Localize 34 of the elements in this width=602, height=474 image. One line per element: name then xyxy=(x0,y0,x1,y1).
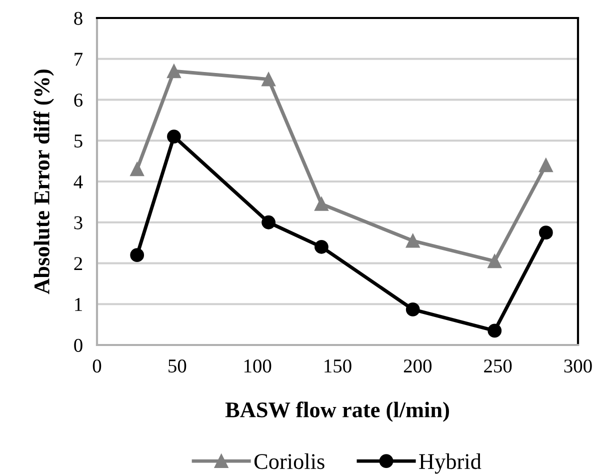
point xyxy=(488,254,502,268)
x-tick-label: 100 xyxy=(244,359,272,373)
point xyxy=(314,240,328,254)
point xyxy=(406,234,420,248)
point xyxy=(538,158,553,172)
point xyxy=(488,324,502,338)
x-tick-label: 200 xyxy=(404,359,432,373)
x-tick-label: 50 xyxy=(168,359,186,373)
point xyxy=(262,72,276,86)
legend-label: Coriolis xyxy=(254,453,324,470)
point xyxy=(167,130,181,144)
x-tick-label: 150 xyxy=(324,359,352,373)
point xyxy=(262,215,276,230)
x-tick-label: 250 xyxy=(484,359,512,373)
y-tick-label: 6 xyxy=(74,94,83,107)
point xyxy=(538,226,553,240)
y-tick-label: 1 xyxy=(75,298,82,311)
point xyxy=(314,197,328,211)
point xyxy=(406,302,420,316)
y-tick-label: 0 xyxy=(74,338,82,352)
point xyxy=(167,64,181,78)
point xyxy=(130,162,144,176)
y-tick-label: 4 xyxy=(74,175,83,188)
point xyxy=(130,248,144,262)
y-tick-label: 5 xyxy=(74,134,82,148)
y-axis-title: Absolute Error diff (%) xyxy=(34,70,54,294)
x-tick-label: 0 xyxy=(92,359,102,373)
y-tick-label: 7 xyxy=(74,52,83,66)
y-tick-label: 8 xyxy=(74,12,82,25)
y-tick-label: 2 xyxy=(74,257,82,270)
x-axis-title: BASW flow rate (l/min) xyxy=(225,402,449,422)
x-tick-label: 300 xyxy=(564,359,592,373)
legend-label: Hybrid xyxy=(419,453,482,474)
y-tick-label: 3 xyxy=(74,216,82,230)
